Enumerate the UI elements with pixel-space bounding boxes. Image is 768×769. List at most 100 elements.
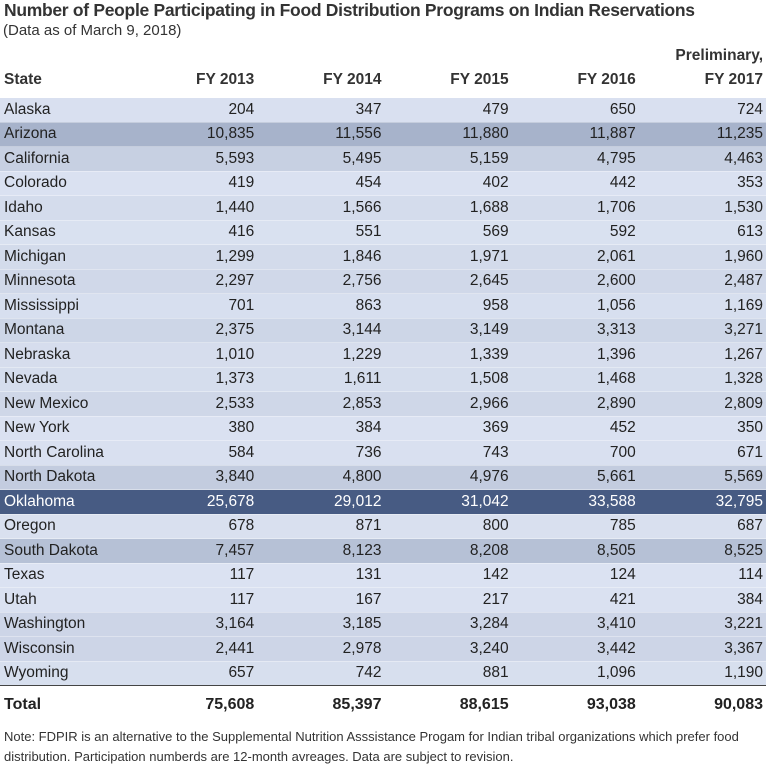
header-row: State FY 2013 FY 2014 FY 2015 FY 2016 Prelimi… bbox=[0, 44, 766, 98]
value-cell: 421 bbox=[511, 587, 639, 612]
value-cell: 881 bbox=[384, 660, 512, 686]
value-cell: 2,645 bbox=[384, 268, 512, 294]
value-cell: 124 bbox=[511, 562, 639, 588]
value-cell: 452 bbox=[511, 415, 639, 441]
table-row: Utah 117 167 217 421 384 bbox=[0, 587, 766, 612]
table-row: Minnesota 2,297 2,756 2,645 2,600 2,487 bbox=[0, 268, 766, 294]
table-row: Wyoming 657 742 881 1,096 1,190 bbox=[0, 660, 766, 686]
value-cell: 3,410 bbox=[511, 611, 639, 637]
value-cell: 8,505 bbox=[511, 538, 639, 563]
value-cell: 5,593 bbox=[130, 146, 258, 171]
column-header-text: FY 2016 bbox=[577, 71, 636, 88]
value-cell: 3,164 bbox=[130, 611, 258, 637]
state-cell: New York bbox=[0, 415, 131, 441]
table-row: Arizona 10,835 11,556 11,880 11,887 11,235 bbox=[0, 121, 766, 147]
value-cell: 5,495 bbox=[257, 146, 385, 171]
table-row: Texas 117 131 142 124 114 bbox=[0, 562, 766, 588]
value-cell: 3,271 bbox=[638, 317, 766, 343]
value-cell: 419 bbox=[130, 170, 258, 196]
total-label: Total bbox=[0, 685, 131, 722]
value-cell: 863 bbox=[257, 293, 385, 318]
total-row: Total 75,608 85,397 88,615 93,038 90,083 bbox=[0, 685, 766, 722]
state-cell: North Carolina bbox=[0, 440, 131, 465]
state-cell: Michigan bbox=[0, 244, 131, 269]
column-header-text: State bbox=[4, 71, 42, 88]
value-cell: 1,706 bbox=[511, 195, 639, 220]
state-cell: California bbox=[0, 146, 131, 171]
column-header-text: FY 2015 bbox=[450, 71, 509, 88]
total-value: 93,038 bbox=[511, 685, 639, 722]
value-cell: 5,159 bbox=[384, 146, 512, 171]
value-cell: 1,169 bbox=[638, 293, 766, 318]
value-cell: 4,795 bbox=[511, 146, 639, 171]
table-row: Oklahoma 25,678 29,012 31,042 33,588 32,795 bbox=[0, 489, 766, 514]
value-cell: 2,966 bbox=[384, 391, 512, 416]
value-cell: 31,042 bbox=[384, 489, 512, 514]
value-cell: 1,530 bbox=[638, 195, 766, 220]
state-cell: Washington bbox=[0, 611, 131, 637]
value-cell: 1,468 bbox=[511, 366, 639, 392]
value-cell: 1,339 bbox=[384, 342, 512, 367]
value-cell: 2,756 bbox=[257, 268, 385, 294]
value-cell: 1,508 bbox=[384, 366, 512, 392]
footnote: Note: FDPIR is an alternative to the Sup… bbox=[4, 729, 739, 764]
table-title: Number of People Participating in Food D… bbox=[4, 0, 695, 20]
state-cell: Wyoming bbox=[0, 660, 131, 686]
value-cell: 700 bbox=[511, 440, 639, 465]
participation-table: State FY 2013 FY 2014 FY 2015 FY 2016 Prelimi… bbox=[0, 44, 766, 722]
value-cell: 11,556 bbox=[257, 121, 385, 147]
value-cell: 11,887 bbox=[511, 121, 639, 147]
value-cell: 2,375 bbox=[130, 317, 258, 343]
column-header: FY 2014 bbox=[257, 44, 384, 98]
column-header-text: FY 2013 bbox=[195, 71, 255, 88]
value-cell: 5,569 bbox=[638, 464, 766, 490]
total-value: 85,397 bbox=[257, 685, 385, 722]
value-cell: 32,795 bbox=[638, 489, 766, 514]
value-cell: 1,971 bbox=[384, 244, 512, 269]
column-header-text: FY 2017 bbox=[704, 71, 763, 88]
value-cell: 454 bbox=[257, 170, 385, 196]
total-value: 90,083 bbox=[638, 685, 766, 722]
table-row: Idaho 1,440 1,566 1,688 1,706 1,530 bbox=[0, 195, 766, 220]
column-header: State bbox=[0, 44, 130, 98]
value-cell: 2,600 bbox=[511, 268, 639, 294]
state-cell: Oklahoma bbox=[0, 489, 131, 514]
value-cell: 347 bbox=[257, 97, 385, 122]
state-cell: Mississippi bbox=[0, 293, 131, 318]
value-cell: 785 bbox=[511, 513, 639, 539]
value-cell: 2,978 bbox=[257, 636, 385, 661]
value-cell: 5,661 bbox=[511, 464, 639, 490]
value-cell: 1,096 bbox=[511, 660, 639, 686]
state-cell: South Dakota bbox=[0, 538, 131, 563]
value-cell: 1,846 bbox=[257, 244, 385, 269]
value-cell: 7,457 bbox=[130, 538, 258, 563]
table-row: New York 380 384 369 452 350 bbox=[0, 415, 766, 441]
value-cell: 650 bbox=[511, 97, 639, 122]
value-cell: 701 bbox=[130, 293, 258, 318]
value-cell: 416 bbox=[130, 219, 258, 245]
table-row: Mississippi 701 863 958 1,056 1,169 bbox=[0, 293, 766, 318]
value-cell: 657 bbox=[130, 660, 258, 686]
value-cell: 3,840 bbox=[130, 464, 258, 490]
value-cell: 2,533 bbox=[130, 391, 258, 416]
value-cell: 380 bbox=[130, 415, 258, 441]
value-cell: 671 bbox=[638, 440, 766, 465]
state-cell: Wisconsin bbox=[0, 636, 131, 661]
column-header: FY 2016 bbox=[512, 44, 639, 98]
value-cell: 1,010 bbox=[130, 342, 258, 367]
value-cell: 33,588 bbox=[511, 489, 639, 514]
value-cell: 724 bbox=[638, 97, 766, 122]
column-header: Preliminary, FY 2017 bbox=[639, 44, 766, 98]
value-cell: 3,221 bbox=[638, 611, 766, 637]
value-cell: 131 bbox=[257, 562, 385, 588]
value-cell: 3,367 bbox=[638, 636, 766, 661]
value-cell: 479 bbox=[384, 97, 512, 122]
table-row: South Dakota 7,457 8,123 8,208 8,505 8,525 bbox=[0, 538, 766, 563]
value-cell: 442 bbox=[511, 170, 639, 196]
value-cell: 3,144 bbox=[257, 317, 385, 343]
table-row: Michigan 1,299 1,846 1,971 2,061 1,960 bbox=[0, 244, 766, 269]
value-cell: 1,611 bbox=[257, 366, 385, 392]
value-cell: 25,678 bbox=[130, 489, 258, 514]
state-cell: Colorado bbox=[0, 170, 131, 196]
value-cell: 114 bbox=[638, 562, 766, 588]
